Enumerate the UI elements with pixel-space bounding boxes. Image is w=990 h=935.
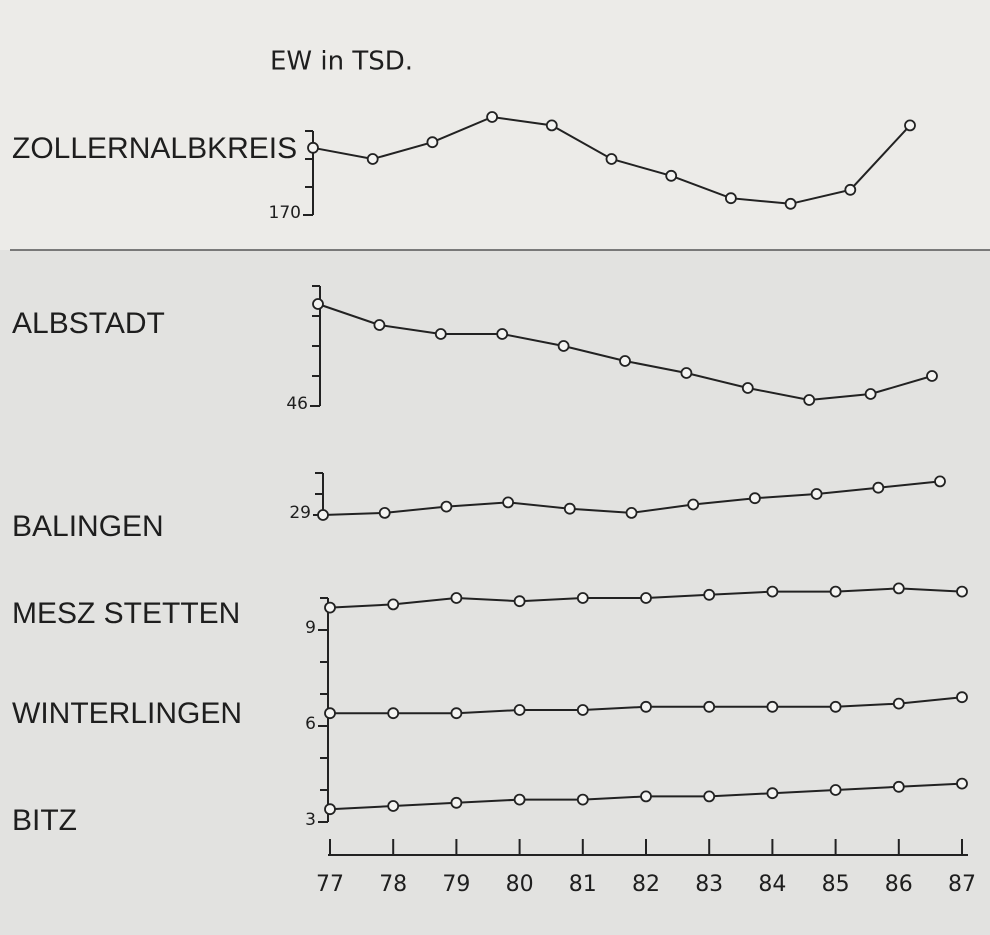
point [704, 702, 714, 712]
point [641, 702, 651, 712]
point [767, 587, 777, 597]
point [607, 154, 617, 164]
y-tick-label: 6 [305, 714, 316, 734]
point [767, 788, 777, 798]
point [767, 702, 777, 712]
point [503, 497, 513, 507]
point [957, 587, 967, 597]
chart: EW in TSD. 170 ZOLLERNALBKREIS 46 ALBSTADT 2… [0, 0, 990, 935]
point [681, 368, 691, 378]
x-tick-label: 86 [885, 872, 913, 897]
point [845, 185, 855, 195]
point [831, 785, 841, 795]
point [831, 587, 841, 597]
point [388, 599, 398, 609]
point [894, 699, 904, 709]
point [704, 791, 714, 801]
x-tick-label: 87 [948, 872, 976, 897]
point [812, 489, 822, 499]
point [804, 395, 814, 405]
y-tick-label: 9 [305, 618, 316, 638]
point [957, 692, 967, 702]
point [547, 120, 557, 130]
series-label: ALBSTADT [12, 307, 165, 340]
x-tick-label: 82 [632, 872, 660, 897]
point [325, 603, 335, 613]
point [894, 782, 904, 792]
point [441, 502, 451, 512]
point [325, 708, 335, 718]
point [515, 705, 525, 715]
x-tick-label: 78 [379, 872, 407, 897]
point [935, 476, 945, 486]
x-tick-label: 85 [822, 872, 850, 897]
point [866, 389, 876, 399]
point [957, 779, 967, 789]
point [313, 299, 323, 309]
point [318, 510, 328, 520]
point [368, 154, 378, 164]
y-tick-label: 29 [289, 503, 311, 523]
point [578, 795, 588, 805]
point [308, 143, 318, 153]
point [786, 199, 796, 209]
x-tick-label: 77 [316, 872, 344, 897]
point [743, 383, 753, 393]
x-tick-label: 81 [569, 872, 597, 897]
point [873, 483, 883, 493]
chart-title: EW in TSD. [270, 47, 413, 77]
point [451, 593, 461, 603]
y-tick-label: 170 [269, 203, 301, 223]
point [905, 120, 915, 130]
point [927, 371, 937, 381]
point [325, 804, 335, 814]
point [559, 341, 569, 351]
paper-lower [0, 250, 990, 935]
y-tick-label: 46 [286, 394, 308, 414]
point [380, 508, 390, 518]
point [641, 791, 651, 801]
point [666, 171, 676, 181]
point [894, 583, 904, 593]
point [750, 493, 760, 503]
point [487, 112, 497, 122]
point [704, 590, 714, 600]
series-label: BITZ [12, 804, 77, 837]
point [427, 137, 437, 147]
x-tick-label: 83 [695, 872, 723, 897]
point [515, 795, 525, 805]
x-tick-label: 79 [442, 872, 470, 897]
x-tick-label: 84 [758, 872, 786, 897]
point [688, 500, 698, 510]
series-label: ZOLLERNALBKREIS [12, 132, 297, 165]
point [515, 596, 525, 606]
point [565, 504, 575, 514]
point [627, 508, 637, 518]
point [620, 356, 630, 366]
point [388, 801, 398, 811]
point [436, 329, 446, 339]
series-label: WINTERLINGEN [12, 697, 242, 730]
point [578, 593, 588, 603]
point [388, 708, 398, 718]
series-label: BALINGEN [12, 510, 164, 543]
series-label: MESZ STETTEN [12, 597, 240, 630]
point [451, 798, 461, 808]
point [451, 708, 461, 718]
point [726, 193, 736, 203]
point [497, 329, 507, 339]
y-tick-label: 3 [305, 810, 316, 830]
point [578, 705, 588, 715]
point [831, 702, 841, 712]
point [641, 593, 651, 603]
point [374, 320, 384, 330]
x-tick-label: 80 [506, 872, 534, 897]
